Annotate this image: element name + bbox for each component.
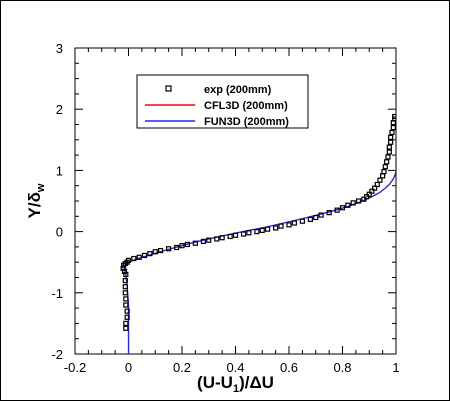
data-point xyxy=(124,308,130,314)
data-point xyxy=(386,144,392,150)
data-point xyxy=(174,244,180,251)
data-point xyxy=(206,237,212,243)
data-point xyxy=(374,181,380,188)
data-point xyxy=(385,154,391,160)
y-tick-label: 1 xyxy=(56,163,63,178)
data-point xyxy=(386,149,392,155)
data-point xyxy=(123,296,129,302)
data-point xyxy=(339,205,346,211)
data-point xyxy=(184,241,190,248)
y-tick-label: -1 xyxy=(51,286,63,301)
legend-label-2: CFL3D (200mm) xyxy=(204,100,288,112)
data-point xyxy=(123,271,129,278)
data-point xyxy=(166,246,172,252)
data-point xyxy=(369,188,375,194)
legend-label-3: FUN3D (200mm) xyxy=(204,116,289,128)
data-point xyxy=(334,207,340,213)
data-point xyxy=(121,268,128,274)
data-point xyxy=(318,212,324,218)
data-point xyxy=(389,129,395,136)
data-point xyxy=(120,265,126,271)
data-point xyxy=(192,240,198,246)
data-point xyxy=(179,243,185,249)
data-point xyxy=(273,225,279,231)
data-point xyxy=(380,173,386,179)
x-tick-label: 0.4 xyxy=(226,360,244,375)
legend: exp (200mm) CFL3D (200mm) FUN3D (200mm) xyxy=(136,74,309,129)
data-point xyxy=(254,229,260,235)
data-point xyxy=(122,290,128,296)
data-point xyxy=(345,202,351,208)
data-point xyxy=(372,185,378,191)
x-tick-label: -0.2 xyxy=(64,360,86,375)
data-point xyxy=(158,247,164,254)
data-point xyxy=(377,177,383,183)
data-point xyxy=(125,257,132,263)
data-point xyxy=(278,223,284,229)
data-point xyxy=(366,191,372,197)
data-point xyxy=(246,230,252,236)
data-point xyxy=(265,226,271,232)
data-point xyxy=(355,198,362,204)
data-point xyxy=(291,220,297,226)
x-axis-label: (U-U1)/ΔU xyxy=(197,373,274,395)
data-point xyxy=(390,124,396,131)
data-point xyxy=(299,218,305,224)
data-point xyxy=(384,159,390,165)
data-point xyxy=(232,232,239,238)
data-point xyxy=(381,169,387,175)
data-point xyxy=(326,210,332,216)
data-point xyxy=(240,231,247,237)
y-tick-label: -2 xyxy=(51,347,63,362)
data-point xyxy=(123,325,129,331)
x-tick-label: 0 xyxy=(125,360,132,375)
data-point xyxy=(123,320,129,326)
series-group xyxy=(120,48,396,354)
legend-box xyxy=(136,74,309,129)
data-point xyxy=(147,251,153,257)
data-point xyxy=(152,249,158,255)
data-point xyxy=(313,214,319,221)
data-point xyxy=(136,254,142,260)
legend-marker-1 xyxy=(165,85,172,92)
data-point xyxy=(350,200,356,206)
series-line-3 xyxy=(123,48,396,354)
data-point xyxy=(388,139,394,145)
x-tick-label: 0.2 xyxy=(173,360,191,375)
data-point xyxy=(141,252,148,259)
data-point xyxy=(124,314,130,320)
data-point xyxy=(392,113,396,120)
data-point xyxy=(259,227,265,233)
data-point xyxy=(131,255,137,262)
data-point xyxy=(286,222,292,228)
y-axis-label: Y/δw xyxy=(25,183,47,218)
y-tick-label: 3 xyxy=(56,41,63,56)
data-point xyxy=(388,134,394,140)
data-point xyxy=(122,277,128,284)
data-point xyxy=(123,302,129,308)
data-point xyxy=(307,216,313,222)
x-tick-label: 0.8 xyxy=(333,360,351,375)
data-point xyxy=(214,236,220,242)
data-point xyxy=(227,233,233,240)
x-tick-label: 1 xyxy=(392,360,399,375)
data-point xyxy=(219,235,225,241)
data-point xyxy=(382,164,388,170)
data-point xyxy=(122,284,128,290)
y-tick-label: 0 xyxy=(56,225,63,240)
legend-label-1: exp (200mm) xyxy=(204,84,272,96)
y-tick-label: 2 xyxy=(56,102,63,117)
x-tick-label: 0.6 xyxy=(280,360,298,375)
data-point xyxy=(200,238,206,244)
